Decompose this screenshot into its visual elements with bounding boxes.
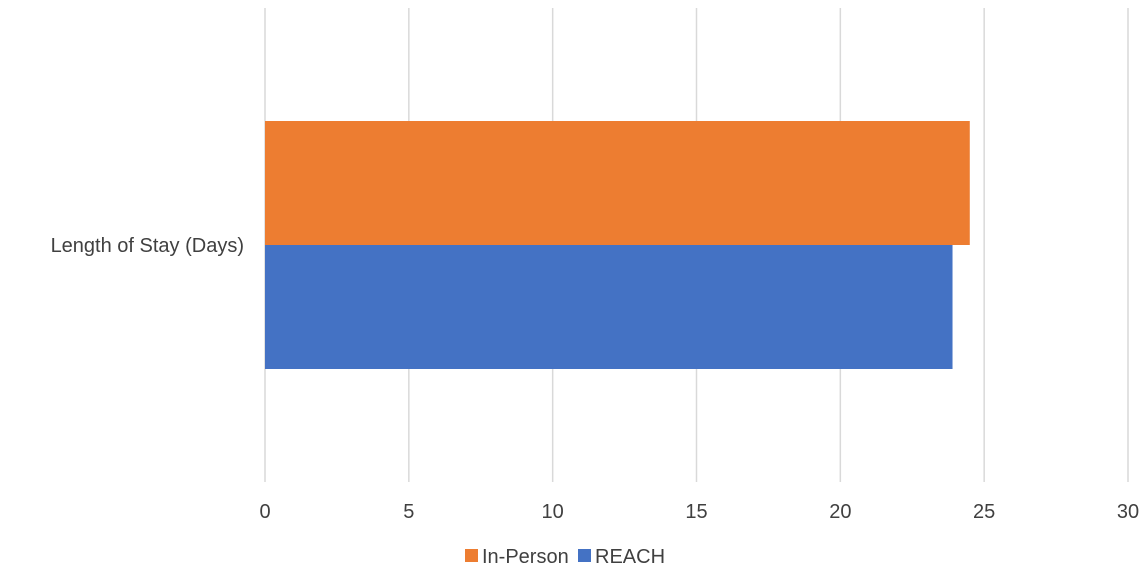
x-tick-label: 30	[1117, 501, 1139, 523]
x-axis-ticks: 0 5 10 15 20 25 30	[259, 501, 1139, 523]
x-tick-label: 25	[973, 501, 995, 523]
x-tick-label: 15	[685, 501, 707, 523]
bar-in-person	[265, 121, 970, 245]
y-axis-categories: Length of Stay (Days)	[51, 235, 244, 257]
legend-swatch	[578, 549, 591, 562]
x-tick-label: 5	[403, 501, 414, 523]
legend-label: REACH	[595, 546, 665, 568]
legend-label: In-Person	[482, 546, 569, 568]
bar-reach	[265, 245, 953, 369]
legend-swatch	[465, 549, 478, 562]
x-tick-label: 10	[542, 501, 564, 523]
bars	[265, 121, 970, 369]
x-tick-label: 0	[259, 501, 270, 523]
x-tick-label: 20	[829, 501, 851, 523]
legend: In-Person REACH	[465, 546, 665, 568]
category-label: Length of Stay (Days)	[51, 235, 244, 257]
